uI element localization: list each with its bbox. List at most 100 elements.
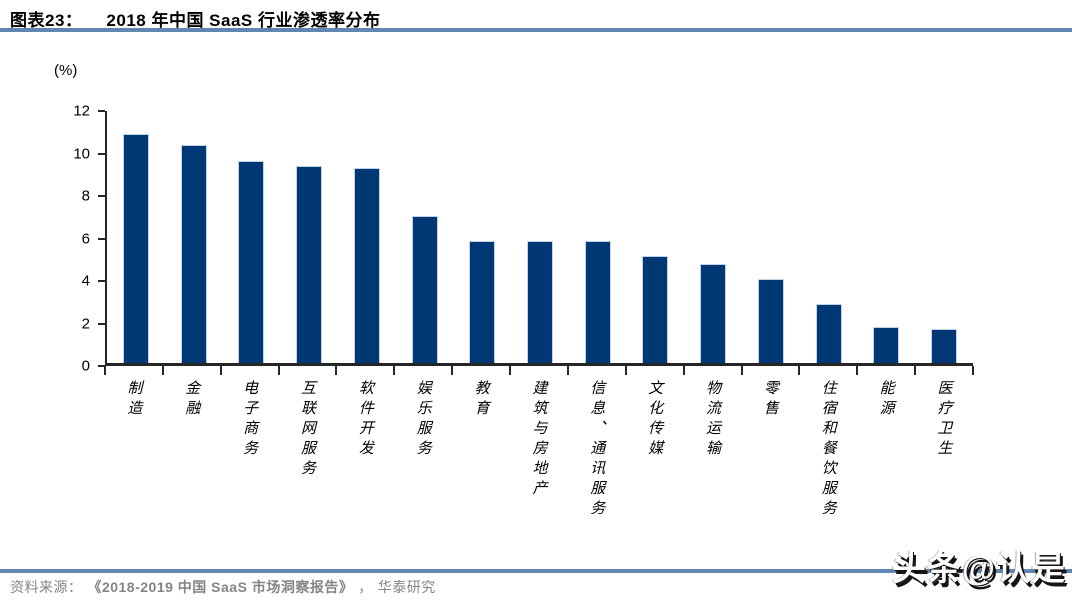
bar-医疗卫生 (931, 329, 958, 363)
x-label-slot: 电子商务 (221, 380, 279, 550)
y-tick-mark (98, 280, 105, 282)
x-label-slot: 软件开发 (336, 380, 394, 550)
source-note: 资料来源： 《2018-2019 中国 SaaS 市场洞察报告》 ， 华泰研究 (10, 577, 436, 597)
x-label-slot: 医疗卫生 (915, 380, 973, 550)
x-category-label: 医疗卫生 (935, 380, 954, 460)
figure-number-label: 图表23： (10, 11, 83, 30)
x-axis-tick-marks (104, 366, 974, 375)
x-category-label: 住宿和餐饮服务 (819, 380, 838, 520)
y-tick-label: 6 (81, 230, 90, 247)
source-label: 资料来源： (10, 580, 83, 596)
x-tick-mark (682, 366, 685, 375)
bar-金融 (180, 144, 207, 363)
bar-slot (165, 111, 223, 363)
x-tick-mark (566, 366, 569, 375)
bar-slot (453, 111, 511, 363)
x-label-slot: 建筑与房地产 (510, 380, 568, 550)
x-label-slot: 住宿和餐饮服务 (799, 380, 857, 550)
x-label-slot: 教育 (452, 380, 510, 550)
y-tick-mark (98, 110, 105, 112)
y-tick-label: 0 (81, 357, 90, 375)
bar-slot (222, 111, 280, 363)
x-label-slot: 互联网服务 (279, 380, 337, 550)
x-tick-mark (798, 366, 801, 375)
y-tick-label: 10 (73, 145, 90, 162)
page-title: 2018 年中国 SaaS 行业渗透率分布 (106, 11, 381, 30)
x-category-label: 物流运输 (704, 380, 723, 460)
figure-header: 图表23： 2018 年中国 SaaS 行业渗透率分布 (10, 6, 1062, 31)
footer-divider (0, 569, 1072, 573)
bar-slot (800, 111, 858, 363)
x-tick-mark (509, 366, 512, 375)
y-tick-label: 2 (81, 315, 90, 332)
x-category-label: 建筑与房地产 (530, 380, 549, 500)
x-label-slot: 文化传媒 (626, 380, 684, 550)
x-label-slot: 零售 (741, 380, 799, 550)
bar-slot (858, 111, 916, 363)
x-label-slot: 信息、通讯服务 (568, 380, 626, 550)
x-tick-mark (277, 366, 280, 375)
watermark: 头条@认是 (891, 550, 1066, 588)
y-tick-mark (98, 237, 105, 240)
y-tick-mark (98, 322, 105, 325)
source-report-title: 《2018-2019 中国 SaaS 市场洞察报告》 (87, 579, 354, 595)
y-tick-label: 8 (81, 187, 90, 205)
bar-slot (511, 111, 569, 363)
bar-教育 (469, 241, 496, 363)
x-tick-mark (393, 366, 396, 375)
bar-slot (742, 111, 800, 363)
bar-娱乐服务 (411, 216, 438, 363)
x-tick-mark (335, 366, 338, 375)
x-category-label: 软件开发 (356, 380, 375, 460)
y-axis-tick-labels: 0 2 4 6 8 10 12 (0, 103, 90, 375)
bar-文化传媒 (642, 255, 669, 363)
x-category-label: 互联网服务 (299, 380, 317, 480)
y-tick-mark (98, 195, 105, 197)
x-tick-mark (914, 366, 917, 375)
x-tick-mark (856, 366, 859, 375)
x-axis-category-labels: 制造 金融 电子商务 互联网服务 软件开发 娱乐服务 教育 建筑与房地产 信息、通讯服务 文化传媒… (105, 380, 973, 550)
x-label-slot: 能源 (857, 380, 915, 550)
x-category-label: 电子商务 (241, 380, 260, 460)
bar-slot (280, 111, 338, 363)
bar-物流运输 (700, 264, 727, 363)
x-category-label: 制造 (125, 380, 144, 420)
y-axis-tick-marks (98, 110, 105, 367)
x-tick-mark (451, 366, 454, 375)
y-tick-mark (98, 365, 105, 367)
bar-slot (338, 111, 396, 363)
bar-slot (569, 111, 627, 363)
bar-slot (396, 111, 454, 363)
bar-互联网服务 (296, 165, 323, 363)
source-suffix: ， 华泰研究 (358, 580, 436, 596)
x-tick-mark (740, 366, 743, 375)
bar-信息、通讯服务 (584, 241, 611, 363)
bar-软件开发 (353, 167, 380, 363)
plot-area (105, 111, 973, 366)
x-label-slot: 制造 (105, 380, 163, 550)
bar-slot (627, 111, 685, 363)
x-category-label: 文化传媒 (646, 380, 665, 460)
y-tick-label: 4 (81, 272, 90, 290)
bar-电子商务 (238, 161, 265, 363)
bar-slot (915, 111, 973, 363)
x-tick-mark (972, 366, 974, 375)
x-category-label: 教育 (472, 380, 491, 420)
bar-slot (107, 111, 165, 363)
x-label-slot: 金融 (163, 380, 221, 550)
y-tick-mark (98, 152, 105, 155)
bar-能源 (873, 327, 900, 363)
x-tick-mark (104, 366, 106, 375)
bar-零售 (757, 279, 784, 363)
y-tick-label: 12 (73, 102, 90, 120)
x-category-label: 信息、通讯服务 (588, 380, 607, 520)
bar-建筑与房地产 (527, 241, 553, 363)
bar-制造 (122, 134, 149, 363)
x-tick-mark (219, 366, 222, 375)
x-category-label: 能源 (877, 380, 896, 420)
x-label-slot: 物流运输 (684, 380, 742, 550)
x-category-label: 零售 (761, 380, 780, 420)
bar-slot (684, 111, 742, 363)
x-label-slot: 娱乐服务 (394, 380, 452, 550)
